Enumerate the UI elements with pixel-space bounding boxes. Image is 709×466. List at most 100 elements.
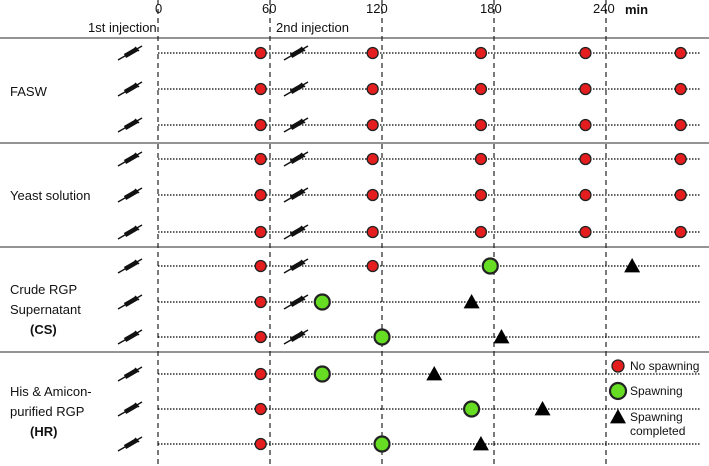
syringe-barrel [123, 83, 139, 94]
legend-label-spawning-completed: Spawning completed [630, 410, 686, 438]
no-spawning-marker [366, 152, 379, 166]
spawning-marker [313, 365, 331, 383]
group-label-hr-line-2: purified RGP [10, 404, 85, 419]
syringe-barrel [289, 260, 305, 271]
tick-label-240: 240 [593, 1, 615, 16]
no-spawning-marker [366, 188, 379, 202]
syringe-barrel [123, 403, 139, 414]
spawning-completed-marker [472, 436, 489, 451]
spawning-completed-marker [493, 329, 510, 344]
first-injection-syringe-icon [117, 117, 143, 133]
syringe-barrel [123, 331, 139, 342]
second-injection-syringe-icon [283, 151, 309, 167]
syringe-flange [134, 46, 140, 52]
no-spawning-marker [254, 402, 267, 416]
no-spawning-marker [474, 82, 488, 96]
no-spawning-marker [254, 46, 267, 60]
syringe-barrel [123, 296, 139, 307]
first-injection-syringe-icon [117, 187, 143, 203]
first-injection-syringe-icon [117, 366, 143, 382]
first-injection-syringe-icon [117, 151, 143, 167]
no-spawning-marker [366, 46, 379, 60]
syringe-flange [134, 188, 140, 194]
syringe-flange [300, 295, 306, 301]
no-spawning-marker [254, 118, 267, 132]
no-spawning-marker [254, 225, 267, 239]
syringe-flange [300, 152, 306, 158]
no-spawning-marker [674, 225, 687, 239]
syringe-flange [300, 118, 306, 124]
syringe-flange [300, 188, 306, 194]
group-label-yeast-line: Yeast solution [10, 188, 91, 203]
syringe-flange [134, 225, 140, 231]
no-spawning-marker [254, 82, 267, 96]
no-spawning-marker [674, 118, 687, 132]
syringe-barrel [123, 189, 139, 200]
group-label-hr-code: (HR) [30, 424, 58, 439]
group-label-hr-line-1: His & Amicon- [10, 384, 92, 399]
tick-label-120: 120 [366, 1, 388, 16]
legend-label-no-spawning: No spawning [630, 359, 700, 373]
legend-no-spawning-icon [611, 359, 625, 373]
no-spawning-marker [254, 437, 267, 451]
legend-spawning-icon [608, 381, 628, 401]
syringe-barrel [289, 83, 305, 94]
syringe-barrel [289, 296, 305, 307]
second-injection-syringe-icon [283, 187, 309, 203]
no-spawning-marker [674, 82, 687, 96]
no-spawning-marker [366, 82, 379, 96]
group-label-yeast: Yeast solution [10, 186, 90, 206]
group-label-cs-code: (CS) [30, 322, 57, 337]
second-injection-label: 2nd injection [276, 20, 349, 35]
syringe-barrel [289, 331, 305, 342]
no-spawning-marker [579, 152, 592, 166]
syringe-flange [300, 225, 306, 231]
spawning-marker [313, 293, 331, 311]
second-injection-syringe-icon [283, 81, 309, 97]
syringe-barrel [123, 368, 139, 379]
no-spawning-marker [474, 188, 488, 202]
spawning-completed-marker [624, 258, 641, 273]
group-label-cs-line-1: Crude RGP [10, 282, 78, 297]
spawning-marker [463, 400, 481, 418]
syringe-barrel [123, 438, 139, 449]
group-label-fasw-line: FASW [10, 84, 47, 99]
group-label-fasw: FASW [10, 82, 47, 102]
spawning-completed-marker [463, 294, 480, 309]
legend-label-spawning: Spawning [630, 384, 683, 398]
syringe-flange [134, 295, 140, 301]
no-spawning-marker [579, 118, 592, 132]
syringe-flange [300, 259, 306, 265]
group-label-hr: His & Amicon- purified RGP (HR) [10, 382, 92, 442]
first-injection-label: 1st injection [88, 20, 157, 35]
syringe-flange [134, 437, 140, 443]
no-spawning-marker [254, 259, 267, 273]
no-spawning-marker [579, 225, 592, 239]
first-injection-syringe-icon [117, 329, 143, 345]
first-injection-syringe-icon [117, 401, 143, 417]
first-injection-syringe-icon [117, 258, 143, 274]
group-label-cs-line-2: Supernatant [10, 302, 81, 317]
no-spawning-marker [254, 330, 267, 344]
no-spawning-marker [674, 188, 687, 202]
syringe-barrel [289, 119, 305, 130]
axis-unit-label: min [625, 2, 649, 17]
tick-label-0: 0 [155, 1, 163, 16]
second-injection-syringe-icon [283, 258, 309, 274]
syringe-flange [300, 82, 306, 88]
no-spawning-marker [474, 118, 488, 132]
no-spawning-marker [474, 225, 488, 239]
spawning-marker [373, 328, 391, 346]
syringe-barrel [289, 226, 305, 237]
syringe-flange [134, 118, 140, 124]
no-spawning-marker [254, 295, 267, 309]
second-injection-syringe-icon [283, 45, 309, 61]
second-injection-syringe-icon [283, 294, 309, 310]
syringe-barrel [123, 153, 139, 164]
group-label-cs: Crude RGP Supernatant (CS) [10, 280, 81, 340]
spawning-marker [373, 435, 391, 453]
first-injection-syringe-icon [117, 294, 143, 310]
tick-label-180: 180 [480, 1, 502, 16]
no-spawning-marker [254, 367, 267, 381]
